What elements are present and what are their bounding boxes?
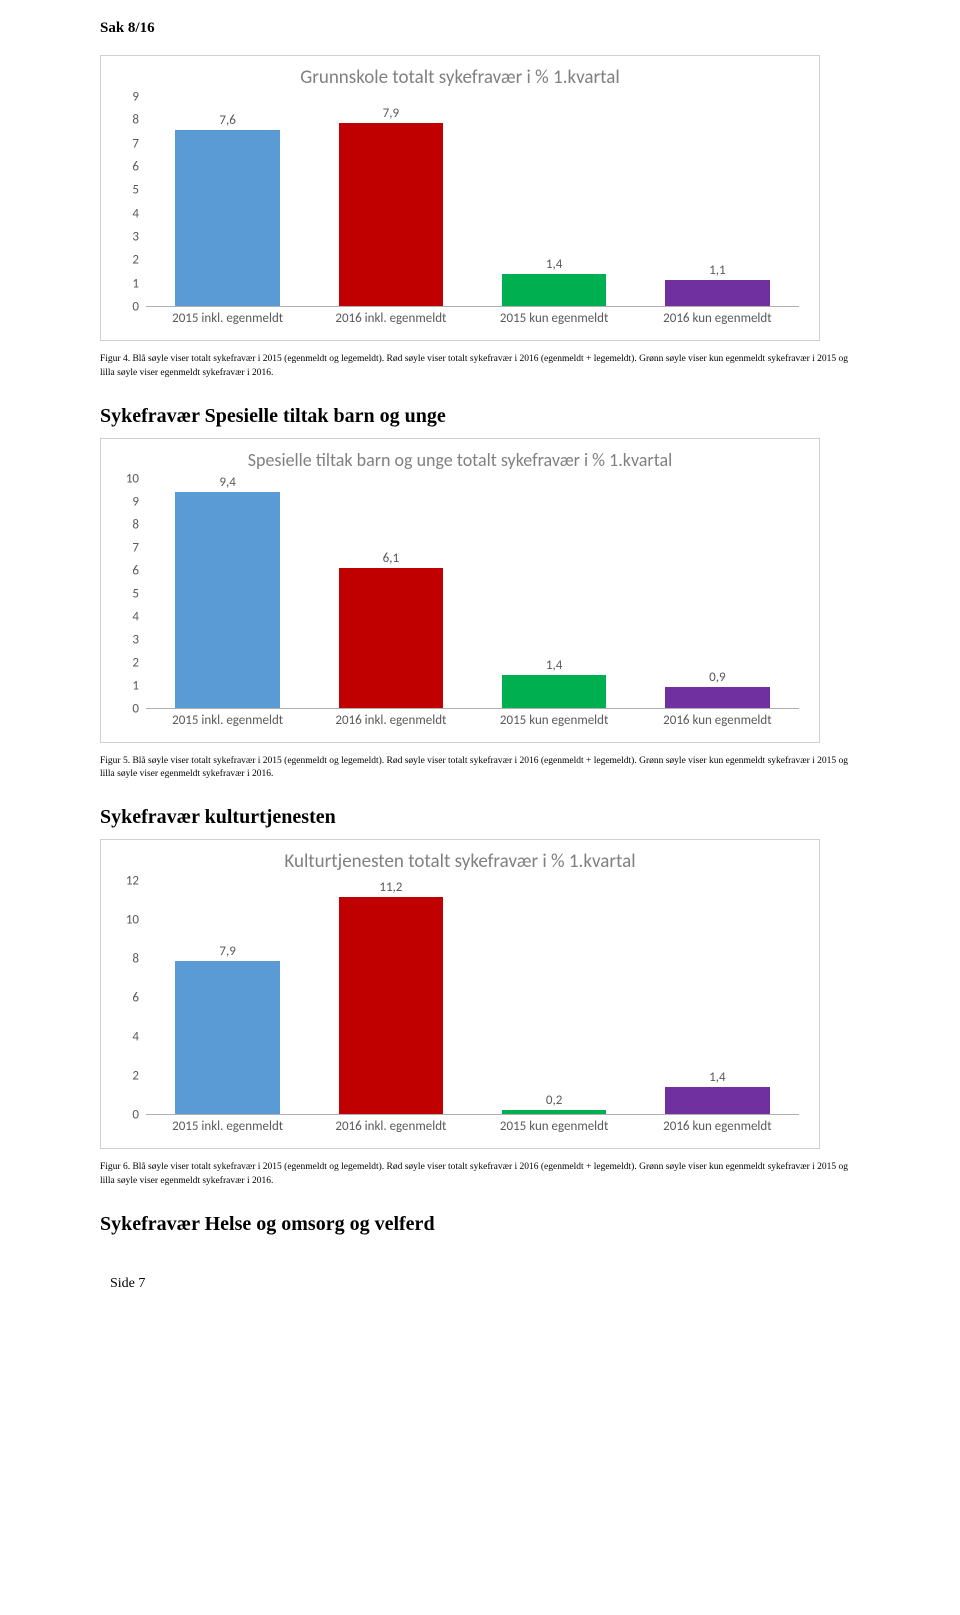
x-axis-label: 2015 kun egenmeldt (500, 1119, 608, 1134)
x-axis-label: 2016 inkl. egenmeldt (335, 1119, 446, 1134)
y-axis-label: 3 (111, 632, 139, 647)
bar (175, 961, 279, 1114)
y-axis-label: 6 (111, 991, 139, 1006)
y-axis-label: 8 (111, 113, 139, 128)
chart-title: Spesielle tiltak barn og unge totalt syk… (111, 449, 809, 471)
y-axis-label: 0 (111, 1108, 139, 1123)
bar (339, 123, 443, 306)
bar-value-label: 7,9 (383, 106, 399, 123)
bar (339, 897, 443, 1114)
y-axis-label: 8 (111, 952, 139, 967)
bar-value-label: 11,2 (379, 880, 402, 897)
x-axis-label: 2015 kun egenmeldt (500, 311, 608, 326)
y-axis-label: 10 (111, 913, 139, 928)
page-number: Side 7 (110, 1276, 860, 1292)
y-axis-label: 0 (111, 300, 139, 315)
bar (665, 687, 769, 708)
heading-kultur: Sykefravær kulturtjenesten (100, 806, 860, 829)
bar (502, 274, 606, 307)
x-axis-label: 2015 inkl. egenmeldt (172, 311, 283, 326)
chart-title: Grunnskole totalt sykefravær i % 1.kvart… (111, 66, 809, 89)
y-axis-label: 1 (111, 678, 139, 693)
bar-value-label: 9,4 (219, 475, 235, 492)
x-axis-label: 2016 kun egenmeldt (663, 713, 771, 728)
y-axis-label: 12 (111, 874, 139, 889)
bar-value-label: 0,9 (709, 670, 725, 687)
bar (175, 492, 279, 707)
bar-value-label: 6,1 (383, 551, 399, 568)
bar-value-label: 7,6 (219, 113, 235, 130)
bar-value-label: 1,4 (709, 1070, 725, 1087)
y-axis-label: 4 (111, 206, 139, 221)
y-axis-label: 6 (111, 159, 139, 174)
bar-value-label: 1,4 (546, 658, 562, 675)
bar (665, 280, 769, 306)
y-axis-label: 1 (111, 276, 139, 291)
y-axis-label: 9 (111, 90, 139, 105)
x-axis-label: 2016 inkl. egenmeldt (335, 311, 446, 326)
chart-grunnskole: Grunnskole totalt sykefravær i % 1.kvart… (100, 55, 820, 341)
y-axis-label: 6 (111, 563, 139, 578)
chart-title: Kulturtjenesten totalt sykefravær i % 1.… (111, 850, 809, 873)
x-axis-label: 2015 kun egenmeldt (500, 713, 608, 728)
x-axis-label: 2015 inkl. egenmeldt (172, 713, 283, 728)
x-axis-label: 2015 inkl. egenmeldt (172, 1119, 283, 1134)
bar (175, 130, 279, 306)
bar (502, 675, 606, 707)
y-axis-label: 2 (111, 253, 139, 268)
y-axis-label: 8 (111, 517, 139, 532)
bar-value-label: 1,1 (709, 263, 725, 280)
x-axis-label: 2016 kun egenmeldt (663, 1119, 771, 1134)
bar (502, 1110, 606, 1114)
y-axis-label: 5 (111, 183, 139, 198)
y-axis-label: 2 (111, 1069, 139, 1084)
caption-fig5: Figur 5. Blå søyle viser totalt sykefrav… (100, 755, 860, 783)
y-axis-label: 5 (111, 586, 139, 601)
heading-helse: Sykefravær Helse og omsorg og velferd (100, 1213, 860, 1236)
x-axis-label: 2016 inkl. egenmeldt (335, 713, 446, 728)
y-axis-label: 10 (111, 471, 139, 486)
bar (339, 568, 443, 708)
chart-kultur: Kulturtjenesten totalt sykefravær i % 1.… (100, 839, 820, 1149)
y-axis-label: 7 (111, 540, 139, 555)
y-axis-label: 4 (111, 1030, 139, 1045)
caption-fig6: Figur 6. Blå søyle viser totalt sykefrav… (100, 1161, 860, 1189)
bar-value-label: 1,4 (546, 257, 562, 274)
heading-spesielle: Sykefravær Spesielle tiltak barn og unge (100, 405, 860, 428)
chart-spesielle: Spesielle tiltak barn og unge totalt syk… (100, 438, 820, 743)
x-axis-label: 2016 kun egenmeldt (663, 311, 771, 326)
page-header: Sak 8/16 (100, 20, 860, 37)
y-axis-label: 0 (111, 701, 139, 716)
caption-fig4: Figur 4. Blå søyle viser totalt sykefrav… (100, 353, 860, 381)
y-axis-label: 3 (111, 229, 139, 244)
y-axis-label: 7 (111, 136, 139, 151)
y-axis-label: 4 (111, 609, 139, 624)
bar-value-label: 0,2 (546, 1093, 562, 1110)
y-axis-label: 2 (111, 655, 139, 670)
y-axis-label: 9 (111, 494, 139, 509)
bar-value-label: 7,9 (219, 944, 235, 961)
bar (665, 1087, 769, 1114)
